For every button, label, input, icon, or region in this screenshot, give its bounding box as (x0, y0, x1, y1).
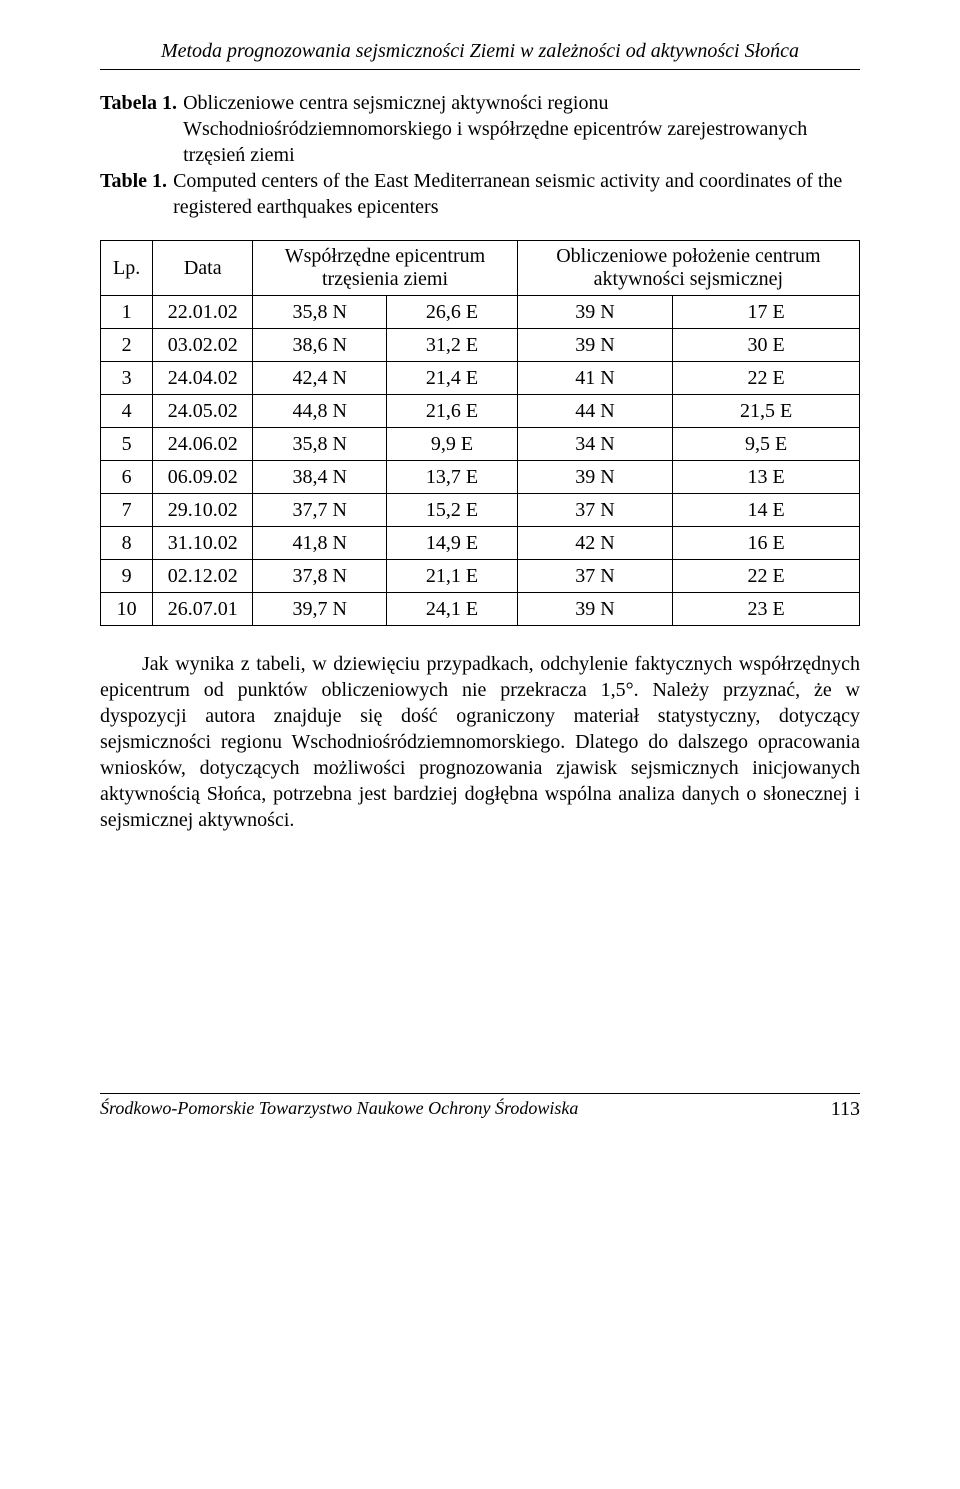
table-cell: 30 E (673, 329, 860, 362)
table-cell: 24,1 E (387, 593, 518, 626)
table-row: 122.01.0235,8 N26,6 E39 N17 E (101, 296, 860, 329)
table-cell: 39 N (517, 461, 673, 494)
table-cell: 37 N (517, 494, 673, 527)
table-row: 1026.07.0139,7 N24,1 E39 N23 E (101, 593, 860, 626)
table-cell: 41 N (517, 362, 673, 395)
table-cell: 39,7 N (253, 593, 387, 626)
table-cell: 21,1 E (387, 560, 518, 593)
th-lp: Lp. (101, 241, 153, 296)
table-cell: 37 N (517, 560, 673, 593)
th-calc: Obliczeniowe położenie centrum aktywnośc… (517, 241, 859, 296)
table-cell: 7 (101, 494, 153, 527)
table-cell: 14,9 E (387, 527, 518, 560)
table-cell: 34 N (517, 428, 673, 461)
table-row: 831.10.0241,8 N14,9 E42 N16 E (101, 527, 860, 560)
table-row: 424.05.0244,8 N21,6 E44 N21,5 E (101, 395, 860, 428)
table-cell: 8 (101, 527, 153, 560)
table-cell: 2 (101, 329, 153, 362)
th-data: Data (153, 241, 253, 296)
table-cell: 39 N (517, 296, 673, 329)
header-rule (100, 69, 860, 70)
caption-text-en: Computed centers of the East Mediterrane… (173, 168, 860, 220)
table-cell: 1 (101, 296, 153, 329)
table-cell: 37,7 N (253, 494, 387, 527)
table-cell: 6 (101, 461, 153, 494)
table-row: 729.10.0237,7 N15,2 E37 N14 E (101, 494, 860, 527)
table-cell: 31,2 E (387, 329, 518, 362)
table-cell: 38,6 N (253, 329, 387, 362)
table-cell: 24.06.02 (153, 428, 253, 461)
table-cell: 22 E (673, 560, 860, 593)
caption-label-en: Table 1. (100, 168, 173, 220)
footer-rule (100, 1093, 860, 1094)
table-cell: 24.05.02 (153, 395, 253, 428)
table-cell: 14 E (673, 494, 860, 527)
footer: Środkowo-Pomorskie Towarzystwo Naukowe O… (100, 1098, 860, 1121)
table-cell: 9,5 E (673, 428, 860, 461)
table-cell: 23 E (673, 593, 860, 626)
table-cell: 22 E (673, 362, 860, 395)
table-cell: 22.01.02 (153, 296, 253, 329)
table-row: 203.02.0238,6 N31,2 E39 N30 E (101, 329, 860, 362)
table-cell: 24.04.02 (153, 362, 253, 395)
caption-label-pl: Tabela 1. (100, 90, 183, 168)
table-cell: 42,4 N (253, 362, 387, 395)
table-cell: 16 E (673, 527, 860, 560)
table-cell: 9 (101, 560, 153, 593)
caption-text-pl: Obliczeniowe centra sejsmicznej aktywnoś… (183, 90, 860, 168)
table-cell: 21,4 E (387, 362, 518, 395)
table-cell: 42 N (517, 527, 673, 560)
table-cell: 37,8 N (253, 560, 387, 593)
table-cell: 21,6 E (387, 395, 518, 428)
table-cell: 44,8 N (253, 395, 387, 428)
table-cell: 26,6 E (387, 296, 518, 329)
table-cell: 41,8 N (253, 527, 387, 560)
table-cell: 10 (101, 593, 153, 626)
table-cell: 35,8 N (253, 428, 387, 461)
table-cell: 13,7 E (387, 461, 518, 494)
table-cell: 31.10.02 (153, 527, 253, 560)
running-title: Metoda prognozowania sejsmiczności Ziemi… (100, 40, 860, 63)
footer-page: 113 (831, 1098, 860, 1121)
table-cell: 44 N (517, 395, 673, 428)
data-table: Lp. Data Współrzędne epicentrum trzęsien… (100, 240, 860, 626)
table-cell: 26.07.01 (153, 593, 253, 626)
table-row: 902.12.0237,8 N21,1 E37 N22 E (101, 560, 860, 593)
table-cell: 06.09.02 (153, 461, 253, 494)
table-row: 524.06.0235,8 N9,9 E34 N9,5 E (101, 428, 860, 461)
table-cell: 17 E (673, 296, 860, 329)
table-cell: 13 E (673, 461, 860, 494)
body-paragraph: Jak wynika z tabeli, w dziewięciu przypa… (100, 651, 860, 833)
table-row: 324.04.0242,4 N21,4 E41 N22 E (101, 362, 860, 395)
table-cell: 9,9 E (387, 428, 518, 461)
table-row: 606.09.0238,4 N13,7 E39 N13 E (101, 461, 860, 494)
table-cell: 03.02.02 (153, 329, 253, 362)
table-cell: 35,8 N (253, 296, 387, 329)
table-cell: 38,4 N (253, 461, 387, 494)
table-cell: 3 (101, 362, 153, 395)
table-cell: 21,5 E (673, 395, 860, 428)
table-cell: 02.12.02 (153, 560, 253, 593)
table-cell: 39 N (517, 593, 673, 626)
table-cell: 39 N (517, 329, 673, 362)
table-cell: 15,2 E (387, 494, 518, 527)
table-cell: 4 (101, 395, 153, 428)
footer-org: Środkowo-Pomorskie Towarzystwo Naukowe O… (100, 1098, 578, 1121)
table-cell: 5 (101, 428, 153, 461)
table-caption-block: Tabela 1. Obliczeniowe centra sejsmiczne… (100, 90, 860, 220)
table-cell: 29.10.02 (153, 494, 253, 527)
th-epi: Współrzędne epicentrum trzęsienia ziemi (253, 241, 518, 296)
